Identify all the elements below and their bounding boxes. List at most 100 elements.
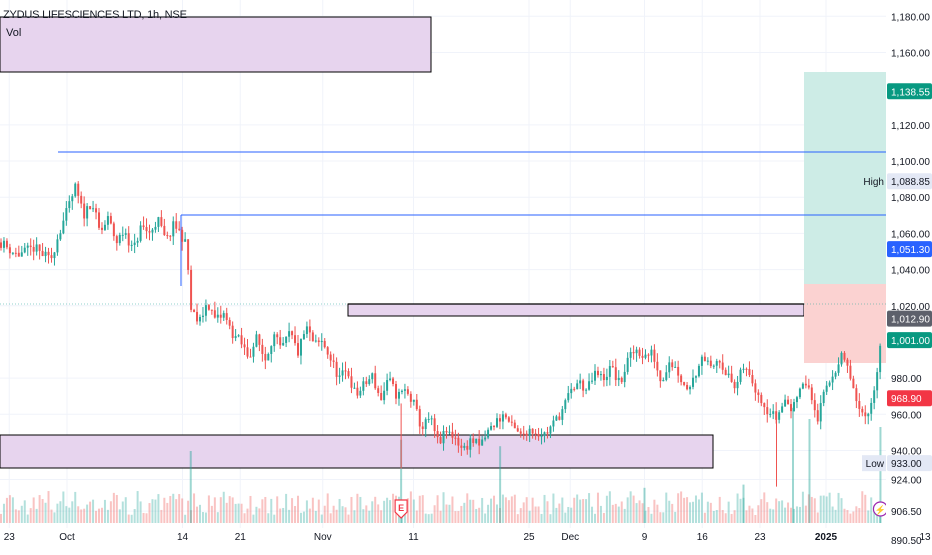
candle-body[interactable] [457,437,460,446]
candle-body[interactable] [778,412,781,420]
symbol-title[interactable]: ZYDUS LIFESCIENCES LTD, 1h, NSE [3,9,187,21]
earnings-marker[interactable]: E [394,499,408,519]
candle-body[interactable] [703,356,706,362]
candle-body[interactable] [807,385,810,388]
event-markers[interactable]: E ⚡ [394,499,889,519]
candle-body[interactable] [350,376,353,388]
candle-body[interactable] [540,435,543,437]
candle-body[interactable] [103,224,106,230]
candle-body[interactable] [112,223,115,237]
candle-body[interactable] [386,380,389,391]
candle-body[interactable] [787,399,790,405]
candle-body[interactable] [389,378,392,381]
candle-body[interactable] [374,373,377,389]
candle-body[interactable] [879,345,882,373]
candle-body[interactable] [484,437,487,440]
candle-body[interactable] [145,227,148,232]
candle-body[interactable] [706,360,709,362]
candle-body[interactable] [109,216,112,224]
candle-body[interactable] [721,362,724,370]
candle-body[interactable] [359,390,362,396]
candle-body[interactable] [163,225,166,236]
candle-body[interactable] [504,414,507,418]
drawing-zones[interactable] [0,16,886,469]
candle-body[interactable] [873,390,876,403]
candle-body[interactable] [804,383,807,386]
candle-body[interactable] [17,252,20,257]
candle-body[interactable] [427,418,430,420]
candle-body[interactable] [118,234,121,244]
candle-body[interactable] [748,369,751,376]
candle-body[interactable] [475,438,478,443]
candle-body[interactable] [252,346,255,357]
candle-body[interactable] [837,364,840,373]
candle-body[interactable] [822,391,825,404]
candle-body[interactable] [68,201,71,209]
candle-body[interactable] [368,379,371,385]
candle-body[interactable] [552,420,555,427]
candle-body[interactable] [513,422,516,429]
candle-body[interactable] [139,225,142,241]
candle-body[interactable] [190,269,193,310]
candle-body[interactable] [136,240,139,243]
candle-body[interactable] [656,361,659,371]
candle-body[interactable] [187,239,190,270]
candle-body[interactable] [65,208,68,221]
candle-body[interactable] [795,397,798,403]
candle-body[interactable] [626,357,629,372]
candle-body[interactable] [495,418,498,427]
candle-body[interactable] [834,372,837,377]
candle-body[interactable] [237,335,240,337]
candle-body[interactable] [454,437,457,439]
candle-body[interactable] [620,377,623,383]
candle-body[interactable] [276,334,279,338]
candle-body[interactable] [213,310,216,318]
candle-body[interactable] [222,313,225,318]
candle-body[interactable] [585,389,588,391]
candle-body[interactable] [133,242,136,245]
candle-body[interactable] [478,438,481,446]
candle-body[interactable] [335,361,338,377]
candle-body[interactable] [106,216,109,225]
candle-body[interactable] [522,433,525,435]
candle-body[interactable] [234,336,237,339]
candle-body[interactable] [463,445,466,448]
candle-body[interactable] [264,353,267,361]
candle-body[interactable] [11,252,14,254]
candle-body[interactable] [790,404,793,412]
candle-body[interactable] [561,409,564,420]
candle-body[interactable] [769,413,772,415]
candle-body[interactable] [255,334,258,347]
candle-body[interactable] [127,233,130,246]
candle-body[interactable] [840,352,843,365]
candle-body[interactable] [20,252,23,257]
candle-body[interactable] [172,221,175,237]
candle-body[interactable] [694,376,697,378]
candle-body[interactable] [160,217,163,226]
candle-body[interactable] [273,334,276,347]
candle-body[interactable] [23,247,26,253]
candle-body[interactable] [347,371,350,377]
candle-body[interactable] [674,366,677,368]
candle-body[interactable] [849,365,852,379]
candlesticks[interactable] [0,181,882,487]
candle-body[interactable] [528,428,531,436]
target-area[interactable] [804,72,886,284]
candle-body[interactable] [507,417,510,422]
candle-body[interactable] [576,383,579,390]
candle-body[interactable] [635,349,638,354]
candle-body[interactable] [178,228,181,230]
candle-body[interactable] [35,244,38,252]
candle-body[interactable] [362,381,365,391]
candle-body[interactable] [100,227,103,230]
candle-body[interactable] [727,373,730,376]
candle-body[interactable] [442,430,445,444]
candle-body[interactable] [338,375,341,377]
candle-body[interactable] [184,239,187,242]
candle-body[interactable] [115,236,118,244]
support-zone[interactable] [0,434,714,469]
candle-body[interactable] [469,438,472,450]
candle-body[interactable] [406,389,409,394]
candle-body[interactable] [510,421,513,423]
